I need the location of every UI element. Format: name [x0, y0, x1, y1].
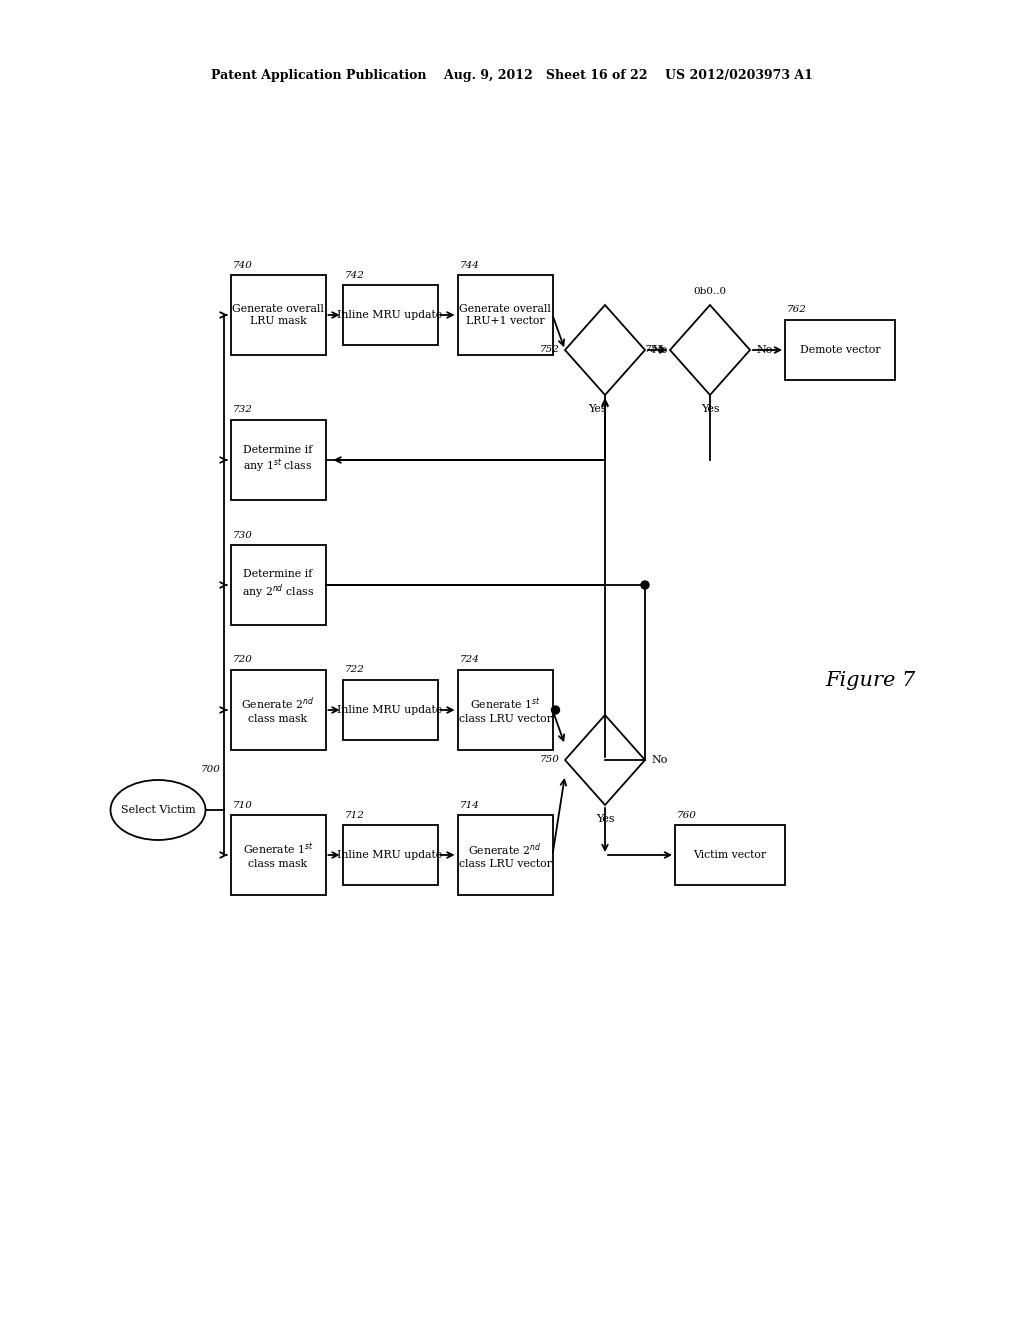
Text: Inline MRU update: Inline MRU update: [338, 705, 442, 715]
Text: Yes: Yes: [700, 404, 719, 414]
FancyBboxPatch shape: [230, 814, 326, 895]
Text: 700: 700: [201, 766, 220, 775]
Text: 724: 724: [460, 656, 479, 664]
Text: 744: 744: [460, 260, 479, 269]
Text: 710: 710: [232, 800, 252, 809]
FancyBboxPatch shape: [458, 275, 553, 355]
FancyBboxPatch shape: [342, 825, 437, 884]
Text: 714: 714: [460, 800, 479, 809]
FancyBboxPatch shape: [230, 420, 326, 500]
FancyBboxPatch shape: [342, 680, 437, 741]
Polygon shape: [565, 305, 645, 395]
Text: Yes: Yes: [588, 404, 606, 414]
Text: Generate 1$^{st}$
class mask: Generate 1$^{st}$ class mask: [243, 841, 313, 869]
Text: Victim vector: Victim vector: [693, 850, 767, 861]
Text: 754: 754: [645, 346, 665, 355]
Text: Patent Application Publication    Aug. 9, 2012   Sheet 16 of 22    US 2012/02039: Patent Application Publication Aug. 9, 2…: [211, 69, 813, 82]
Text: Generate overall
LRU mask: Generate overall LRU mask: [232, 304, 324, 326]
Circle shape: [641, 581, 649, 589]
Text: Generate 2$^{nd}$
class LRU vector: Generate 2$^{nd}$ class LRU vector: [459, 841, 552, 869]
Text: Generate overall
LRU+1 vector: Generate overall LRU+1 vector: [459, 304, 551, 326]
Text: Determine if
any 1$^{st}$ class: Determine if any 1$^{st}$ class: [244, 445, 312, 475]
Text: 730: 730: [232, 531, 252, 540]
Text: Generate 2$^{nd}$
class mask: Generate 2$^{nd}$ class mask: [242, 696, 314, 725]
Text: 0b0..0: 0b0..0: [693, 286, 727, 296]
Text: No: No: [651, 345, 668, 355]
Text: Inline MRU update: Inline MRU update: [338, 850, 442, 861]
Text: Inline MRU update: Inline MRU update: [338, 310, 442, 319]
Text: No: No: [756, 345, 772, 355]
Polygon shape: [670, 305, 750, 395]
FancyBboxPatch shape: [675, 825, 785, 884]
Text: 742: 742: [344, 271, 365, 280]
Circle shape: [552, 706, 559, 714]
Text: Determine if
any 2$^{nd}$ class: Determine if any 2$^{nd}$ class: [242, 569, 314, 601]
Text: 750: 750: [540, 755, 560, 764]
Text: Generate 1$^{st}$
class LRU vector: Generate 1$^{st}$ class LRU vector: [459, 697, 552, 723]
Text: Figure 7: Figure 7: [825, 671, 915, 689]
FancyBboxPatch shape: [458, 814, 553, 895]
FancyBboxPatch shape: [230, 545, 326, 624]
Text: Select Victim: Select Victim: [121, 805, 196, 814]
Text: No: No: [651, 755, 668, 766]
FancyBboxPatch shape: [230, 671, 326, 750]
Text: 732: 732: [232, 405, 252, 414]
Text: 712: 712: [344, 810, 365, 820]
Text: Yes: Yes: [596, 814, 614, 824]
FancyBboxPatch shape: [230, 275, 326, 355]
Text: 720: 720: [232, 656, 252, 664]
Text: 762: 762: [787, 305, 807, 314]
Text: Demote vector: Demote vector: [800, 345, 881, 355]
FancyBboxPatch shape: [342, 285, 437, 345]
Text: 740: 740: [232, 260, 252, 269]
Ellipse shape: [111, 780, 206, 840]
FancyBboxPatch shape: [458, 671, 553, 750]
FancyBboxPatch shape: [785, 319, 895, 380]
Polygon shape: [565, 715, 645, 805]
Text: 752: 752: [540, 346, 560, 355]
Text: 760: 760: [677, 810, 697, 820]
Text: 722: 722: [344, 665, 365, 675]
